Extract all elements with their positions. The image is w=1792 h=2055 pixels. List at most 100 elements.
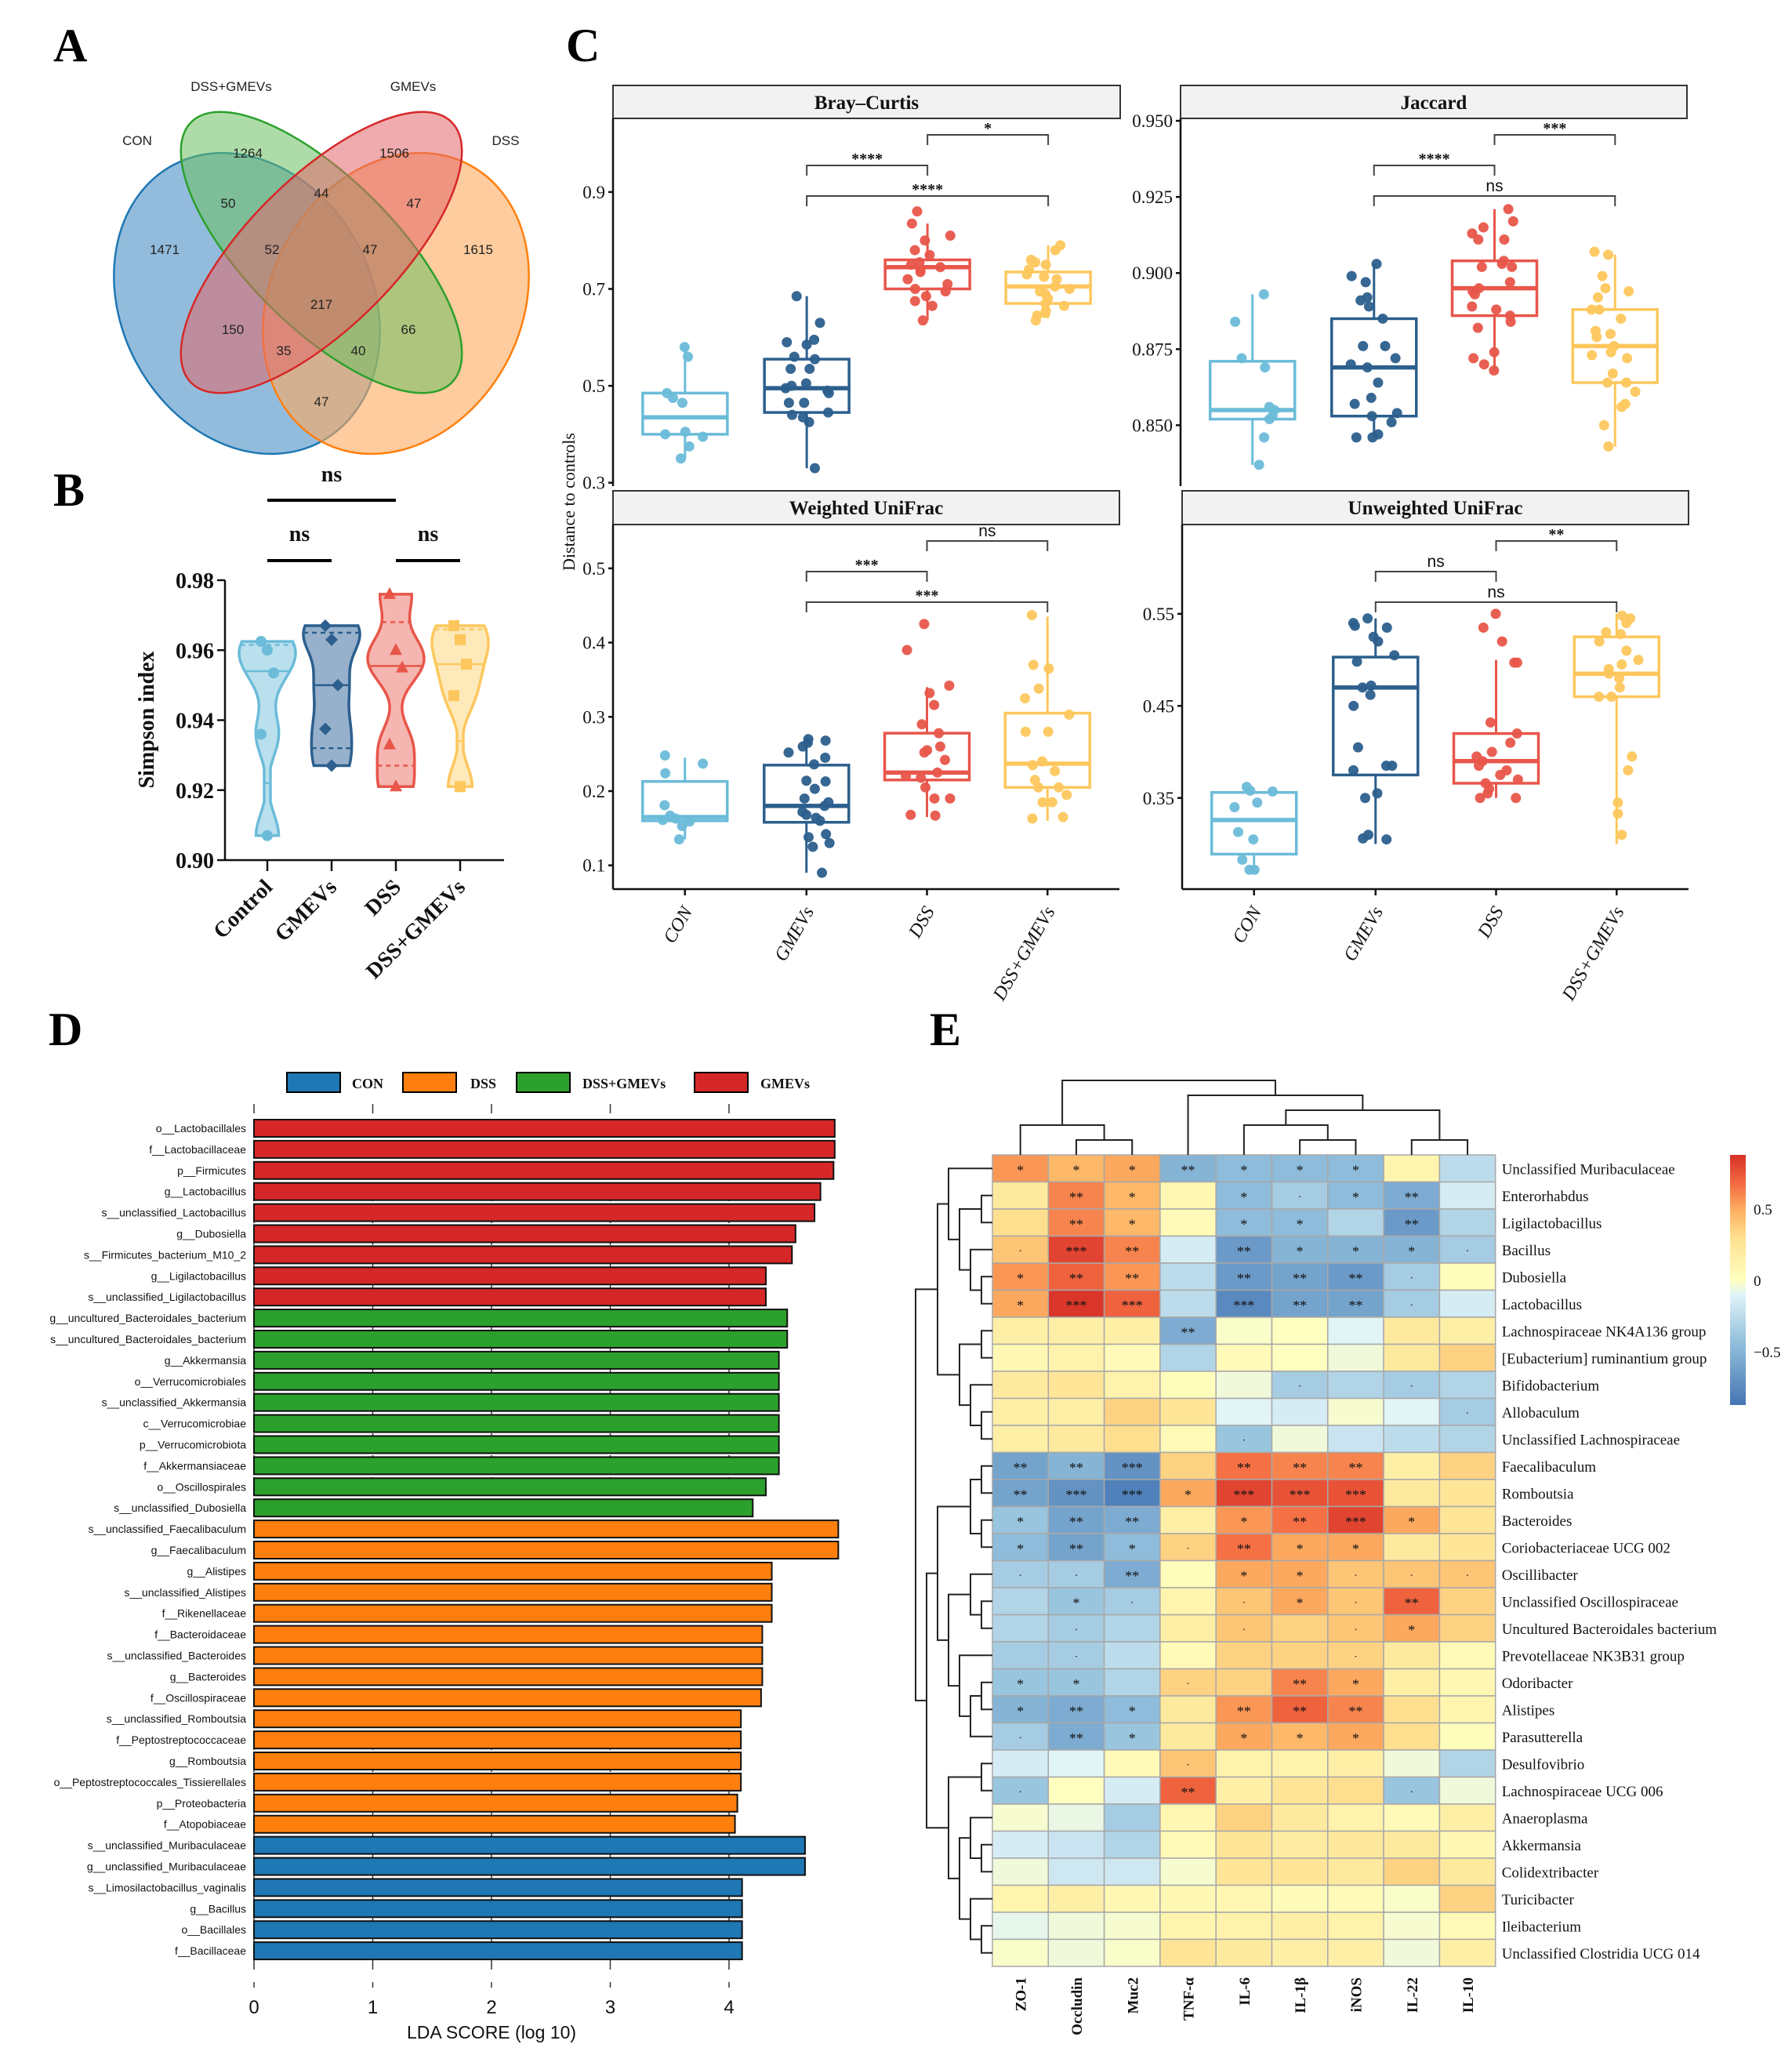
- significance-mark: .: [1410, 1269, 1413, 1281]
- violin-shape: [302, 624, 361, 768]
- data-point: [1598, 419, 1609, 430]
- row-label: Lactobacillus: [1502, 1297, 1582, 1313]
- significance-mark: *: [1017, 1298, 1024, 1313]
- heatmap-cell: [1271, 1316, 1329, 1345]
- significance-mark: .: [1466, 1567, 1469, 1579]
- data-point: [924, 688, 935, 699]
- data-point: [1478, 359, 1489, 370]
- data-point: [1605, 347, 1616, 358]
- row-label: Unclassified Muribaculaceae: [1502, 1161, 1675, 1178]
- bar-label: g__Romboutsia: [169, 1755, 246, 1767]
- facet-title: Jaccard: [1401, 93, 1467, 114]
- significance-mark: *: [1129, 1541, 1136, 1556]
- lda-bar: [253, 1688, 762, 1708]
- data-point: [1021, 269, 1032, 280]
- significance-bracket: [1374, 571, 1497, 582]
- lda-bar: [253, 1878, 743, 1897]
- significance-mark: *: [1240, 1162, 1247, 1178]
- heatmap-cell: [1327, 1803, 1384, 1832]
- bar-label: s__unclassified_Ligilactobacillus: [88, 1291, 246, 1303]
- venn-region-count: 1471: [150, 242, 180, 257]
- significance-mark: .: [1075, 1567, 1078, 1579]
- heatmap-cell: [1271, 1208, 1329, 1237]
- lda-bar: [253, 1330, 789, 1349]
- lda-bar: [253, 1582, 773, 1602]
- data-point: [1372, 788, 1383, 799]
- y-tick-label: 0.92: [176, 779, 214, 804]
- lda-bar: [253, 1498, 754, 1518]
- x-tick-label: 4: [724, 1997, 734, 2018]
- lda-bar: [253, 1435, 780, 1454]
- heatmap-cell: [992, 1451, 1050, 1480]
- dendrogram-branch: [1410, 1139, 1469, 1155]
- data-point: [1373, 377, 1384, 388]
- data-point: [901, 644, 912, 655]
- heatmap-cell: [1271, 1343, 1329, 1372]
- heatmap-cell: [1271, 1912, 1329, 1941]
- data-point: [1050, 245, 1061, 256]
- heatmap-cell: [1159, 1451, 1217, 1480]
- lda-bar: [253, 1920, 743, 1940]
- data-point: [1229, 801, 1240, 812]
- data-point: [797, 741, 808, 752]
- y-tick-label: 0.90: [176, 849, 214, 873]
- heatmap-cell: [1383, 1803, 1441, 1832]
- heatmap-cell: [1327, 1641, 1384, 1670]
- heatmap-cell: [1215, 1587, 1273, 1616]
- data-point: [824, 837, 835, 848]
- data-point: [945, 793, 956, 804]
- x-tick-label: DSS: [1474, 903, 1508, 942]
- data-point: [1043, 663, 1054, 674]
- y-tick-label: 0.35: [1143, 789, 1174, 808]
- heatmap-cell: [1047, 1289, 1105, 1318]
- data-point: [905, 260, 916, 270]
- heatmap-cell: [1271, 1425, 1329, 1454]
- dendrogram-branch: [1061, 1080, 1276, 1125]
- heatmap-cell: [1438, 1181, 1496, 1210]
- bar-label: s__unclassified_Lactobacillus: [102, 1207, 246, 1219]
- panel-label-a: A: [53, 20, 87, 71]
- heatmap-cell: [1047, 1749, 1105, 1778]
- data-point: [660, 768, 671, 779]
- data-point: [383, 737, 396, 750]
- data-point: [799, 793, 810, 804]
- data-point: [1037, 797, 1048, 808]
- significance-mark: **: [1069, 1270, 1083, 1286]
- heatmap-cell: [1215, 1830, 1273, 1859]
- heatmap-cell: [1327, 1505, 1384, 1534]
- venn-region-count: 1615: [463, 242, 493, 257]
- heatmap-cell: [1438, 1559, 1496, 1588]
- data-point: [677, 398, 687, 408]
- heatmap-cell: [1438, 1289, 1496, 1318]
- data-point: [789, 351, 800, 362]
- violin-shape: [366, 593, 426, 789]
- lda-bar: [253, 1772, 742, 1792]
- heatmap-cell: [1327, 1884, 1384, 1913]
- data-point: [1390, 353, 1401, 364]
- significance-label: ns: [321, 463, 343, 487]
- heatmap-cell: [1103, 1505, 1161, 1534]
- significance-bracket: [1373, 195, 1616, 206]
- significance-label: ***: [1543, 120, 1566, 137]
- data-point: [1627, 751, 1638, 762]
- heatmap-cell: [1159, 1830, 1217, 1859]
- heatmap-cell: [1327, 1938, 1384, 1967]
- heatmap-cell: [992, 1614, 1050, 1643]
- bar-label: o__Verrucomicrobiales: [135, 1375, 246, 1388]
- data-point: [1391, 408, 1402, 419]
- y-tick-label: 0.7: [582, 280, 605, 300]
- significance-mark: ***: [1122, 1460, 1143, 1476]
- data-point: [683, 351, 694, 362]
- data-point: [1352, 742, 1363, 753]
- significance-label: ns: [289, 522, 310, 546]
- bar-label: f__Lactobacillaceae: [149, 1143, 246, 1156]
- heatmap-cell: [992, 1641, 1050, 1670]
- significance-mark: *: [1129, 1162, 1136, 1178]
- data-point: [1260, 362, 1271, 373]
- heatmap-cell: [1327, 1316, 1384, 1345]
- heatmap-cell: [1383, 1505, 1441, 1534]
- venn-region-count: 52: [265, 242, 280, 257]
- y-tick-label: 0.55: [1143, 605, 1174, 624]
- data-point: [808, 759, 819, 770]
- data-point: [1621, 645, 1632, 656]
